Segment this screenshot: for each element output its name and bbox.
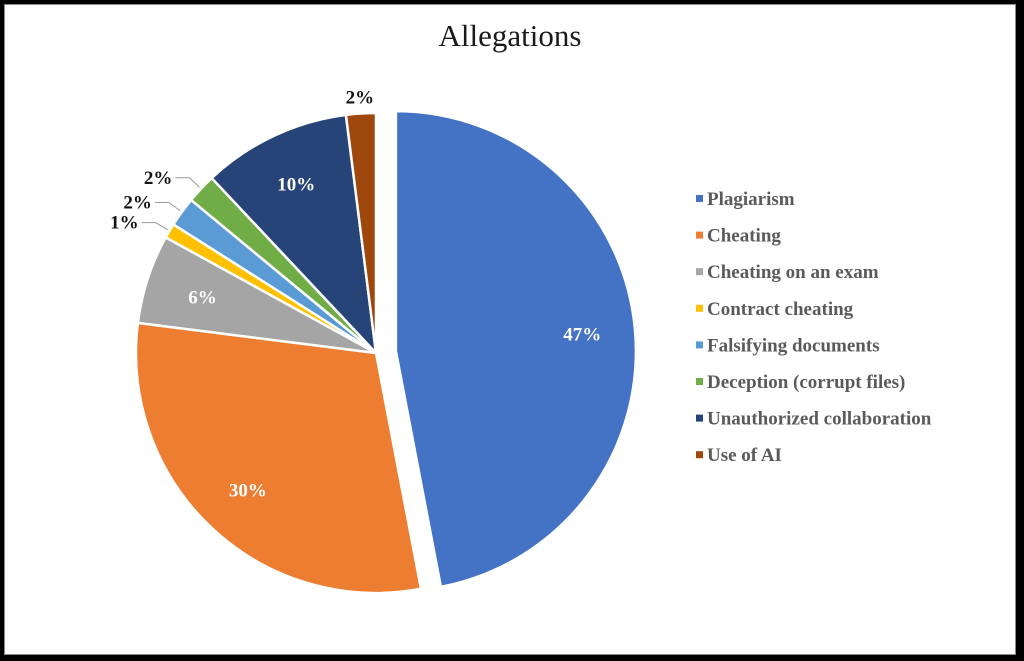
legend-swatch-falsifying-documents	[696, 341, 703, 349]
slice-cheating	[134, 321, 423, 595]
data-label-cheating-on-an-exam: 6%	[188, 288, 217, 309]
legend-label-deception-corrupt-files: Deception (corrupt files)	[707, 372, 905, 393]
data-label-plagiarism: 47%	[563, 325, 601, 346]
legend: Plagiarism Cheating Cheating on an exam Con…	[696, 189, 932, 466]
leader-line-falsifying-documents	[154, 202, 181, 212]
legend-swatch-use-of-ai	[696, 451, 703, 459]
data-label-unauthorized-collaboration: 10%	[277, 175, 315, 196]
legend-label-falsifying-documents: Falsifying documents	[707, 335, 880, 356]
data-label-use-of-ai: 2%	[346, 88, 375, 109]
slice-plagiarism	[394, 109, 638, 589]
legend-label-cheating: Cheating	[707, 226, 781, 247]
data-label-falsifying-documents: 2%	[123, 193, 152, 214]
legend-swatch-contract-cheating	[696, 304, 703, 312]
slice-labels: 47%30%6%1%2%2% 10%2%	[110, 88, 601, 502]
legend-label-plagiarism: Plagiarism	[707, 189, 795, 210]
data-label-cheating: 30%	[229, 480, 267, 501]
leader-line-deception-corrupt-files	[175, 177, 200, 188]
legend-swatch-deception-corrupt-files	[696, 378, 703, 385]
legend-swatch-unauthorized-collaboration	[696, 414, 703, 422]
legend-label-cheating-on-an-exam: Cheating on an exam	[707, 262, 879, 283]
legend-label-unauthorized-collaboration: Unauthorized collaboration	[707, 409, 932, 430]
leader-line-contract-cheating	[141, 222, 168, 231]
slice-use-of-ai	[344, 111, 378, 354]
data-label-deception-corrupt-files: 2%	[144, 168, 173, 189]
legend-label-contract-cheating: Contract cheating	[707, 299, 854, 320]
slice-unauthorized-collaboration	[209, 113, 378, 357]
pie-slices	[134, 109, 638, 595]
data-label-contract-cheating: 1%	[110, 213, 139, 234]
legend-swatch-cheating-on-an-exam	[696, 268, 703, 276]
chart-title: Allegations	[439, 18, 582, 53]
legend-swatch-plagiarism	[696, 195, 703, 202]
legend-swatch-cheating	[696, 231, 703, 239]
legend-label-use-of-ai: Use of AI	[707, 445, 782, 466]
